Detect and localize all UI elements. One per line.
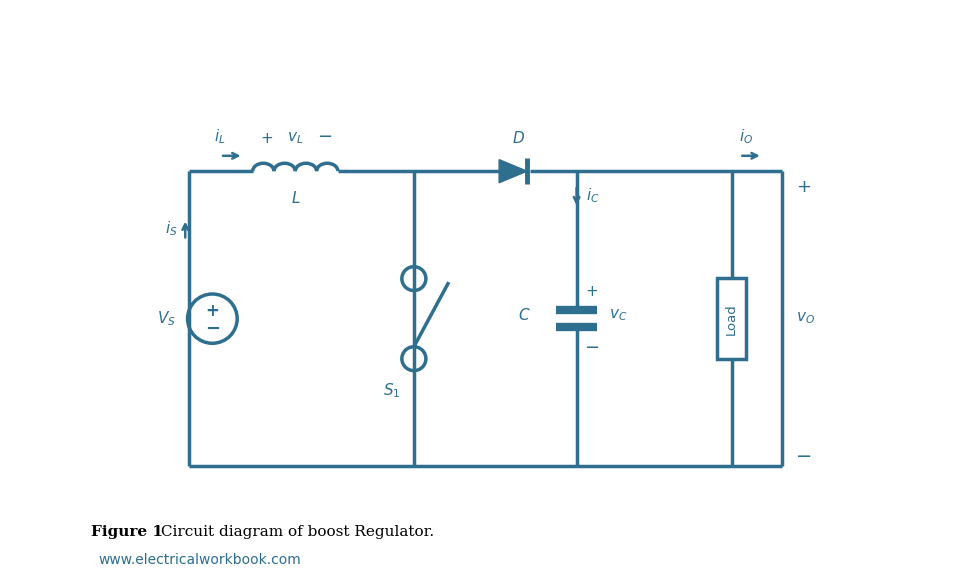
Text: $v_C$: $v_C$: [609, 307, 627, 323]
FancyBboxPatch shape: [717, 278, 747, 359]
Text: −: −: [796, 447, 813, 466]
Text: +: +: [585, 284, 599, 299]
Text: www.electricalworkbook.com: www.electricalworkbook.com: [98, 553, 301, 567]
Text: −: −: [204, 319, 220, 338]
Text: −: −: [584, 339, 600, 357]
Text: $D$: $D$: [512, 130, 525, 146]
Text: $v_L$: $v_L$: [287, 130, 304, 146]
Text: Load: Load: [725, 303, 738, 335]
Text: +: +: [261, 131, 273, 146]
Text: −: −: [317, 128, 332, 146]
Text: $i_O$: $i_O$: [739, 127, 753, 146]
Text: $v_O$: $v_O$: [796, 311, 815, 326]
Text: +: +: [796, 178, 811, 196]
Polygon shape: [499, 159, 527, 183]
Text: $i_S$: $i_S$: [165, 219, 178, 238]
Text: $i_L$: $i_L$: [214, 127, 225, 146]
Text: $i_C$: $i_C$: [586, 186, 600, 205]
Text: $L$: $L$: [290, 190, 300, 206]
Text: Figure 1: Figure 1: [91, 525, 162, 539]
Text: $V_S$: $V_S$: [158, 309, 176, 328]
Text: $S_1$: $S_1$: [383, 381, 400, 400]
Text: $C$: $C$: [518, 307, 530, 323]
Text: +: +: [205, 302, 220, 320]
Text: Circuit diagram of boost Regulator.: Circuit diagram of boost Regulator.: [156, 525, 434, 539]
